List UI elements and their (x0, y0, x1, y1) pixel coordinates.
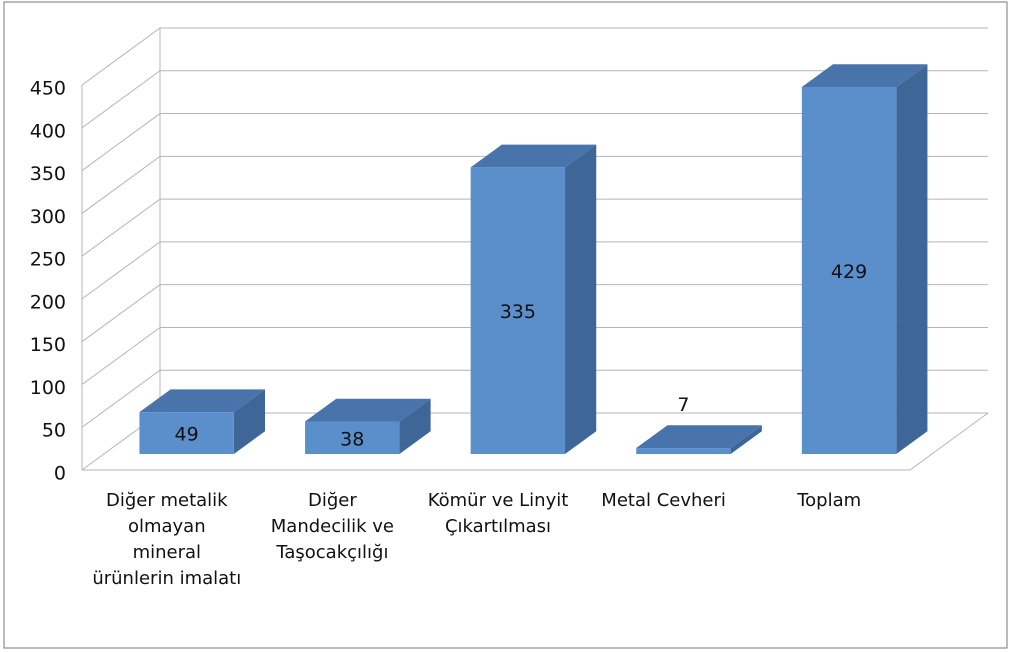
bar-top (636, 425, 762, 449)
grid-line (81, 369, 988, 428)
y-tick-label: 150 (30, 334, 66, 356)
y-tick-label: 300 (30, 206, 66, 228)
grid-line (81, 241, 988, 300)
y-tick-label: 100 (30, 377, 66, 399)
y-tick-label: 450 (30, 78, 66, 100)
bar-side (233, 389, 266, 455)
bar (801, 87, 897, 455)
grid-line (81, 284, 988, 343)
value-label: 335 (500, 301, 536, 323)
frame (3, 1, 1008, 649)
grid-line (81, 155, 988, 214)
y-tick-label: 350 (30, 163, 66, 185)
value-label: 49 (175, 424, 199, 446)
bar (305, 421, 400, 455)
value-label: 38 (340, 428, 364, 450)
bar-top (305, 398, 431, 422)
grid-line (81, 27, 988, 86)
bar (636, 448, 731, 455)
bar-side (565, 144, 597, 455)
y-tick-label: 250 (30, 249, 66, 271)
bar (139, 412, 234, 455)
y-tick-label: 0 (54, 463, 66, 485)
x-tick-label: Toplam (797, 490, 862, 511)
grid-line (81, 198, 988, 257)
x-tick-label: Metal Cevheri (601, 490, 726, 511)
floor (82, 412, 989, 471)
value-label: 429 (831, 261, 867, 283)
bar-top (139, 389, 266, 413)
bar-side (730, 425, 762, 455)
bar-side (399, 398, 431, 455)
grid-line (81, 326, 988, 385)
bar-top (801, 64, 928, 88)
value-label: 7 (677, 394, 689, 416)
x-tick-label: Kömür ve Linyit Çıkartılması (427, 490, 569, 537)
bar-side (896, 64, 928, 455)
bar-top (470, 144, 597, 168)
y-tick-label: 400 (30, 120, 66, 142)
x-tick-label: Diğer metalik olmayan mineral ürünlerin … (92, 490, 242, 589)
y-tick-label: 50 (42, 420, 66, 442)
x-tick-label: Diğer Mandecilik ve Taşocakçılığı (270, 490, 395, 563)
y-tick-label: 200 (30, 291, 66, 313)
grid-line (81, 70, 988, 129)
grid-line (81, 113, 988, 171)
bar (470, 167, 566, 455)
